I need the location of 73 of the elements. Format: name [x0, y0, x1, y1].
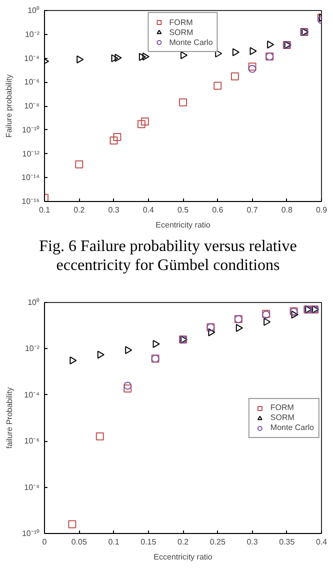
point — [142, 52, 150, 61]
point — [140, 118, 149, 126]
legend-label: Monte Carlo — [270, 422, 314, 432]
y-tick-label: 10⁻⁶ — [24, 436, 40, 446]
point — [124, 382, 132, 390]
point — [111, 54, 118, 62]
x-tick-label: 0.05 — [71, 538, 88, 546]
point — [267, 40, 274, 49]
y-tick-label: 10⁻¹² — [22, 149, 40, 158]
x-tick-label: 0.4 — [142, 206, 154, 214]
legend-label: SORM — [169, 27, 194, 37]
y-tick-label: 10⁻⁶ — [24, 78, 40, 87]
x-tick-label: 0.8 — [281, 206, 293, 214]
point — [110, 136, 118, 144]
point — [208, 328, 216, 336]
point — [124, 384, 132, 392]
point — [264, 318, 271, 326]
point — [125, 346, 132, 354]
y-axis-title: Failure probability — [4, 74, 14, 138]
point — [152, 340, 160, 348]
legend-label: FORM — [169, 17, 193, 27]
y-tick-label: 10⁻¹⁰ — [22, 125, 40, 134]
y-tick-label: 10⁻⁴ — [24, 390, 40, 400]
point — [250, 47, 257, 56]
point — [137, 120, 146, 128]
x-tick-label: 0.3 — [246, 538, 258, 546]
legend-label: FORM — [270, 402, 294, 412]
x-tick-label: 0.9 — [316, 206, 328, 214]
legend-label: SORM — [270, 412, 294, 422]
caption: Fig. 6 Failure probability versus relative eccentricity for Gümbel conditions — [38, 237, 298, 275]
x-axis-title: Ecentricity ratio — [156, 220, 211, 230]
y-tick-label: 10⁻⁸ — [24, 102, 40, 110]
y-tick-label: 10⁻¹⁰ — [22, 529, 40, 538]
x-tick-label: 0.3 — [108, 206, 120, 214]
x-tick-label: 0.35 — [279, 538, 296, 546]
x-tick-label: 0.1 — [108, 538, 120, 546]
point — [138, 52, 146, 61]
y-tick-label: 10⁻¹⁴ — [22, 173, 40, 182]
point — [179, 98, 187, 106]
y-tick-label: 10⁰ — [28, 6, 40, 15]
point — [75, 160, 84, 168]
y-tick-label: 10⁻² — [24, 30, 40, 39]
point — [214, 82, 222, 90]
x-tick-label: 0.7 — [246, 206, 258, 214]
x-tick-label: 0.6 — [212, 206, 224, 214]
point — [236, 324, 243, 332]
point — [68, 520, 76, 528]
x-tick-label: 0.4 — [316, 538, 328, 546]
y-tick-label: 10⁰ — [28, 298, 40, 307]
point — [70, 356, 77, 364]
x-axis-title: Eccentricity ratio — [154, 552, 213, 562]
point — [97, 350, 104, 359]
point — [113, 133, 122, 142]
y-tick-label: 10⁻² — [24, 344, 40, 354]
legend-label: Monte Carlo — [169, 37, 213, 47]
x-tick-label: 0.15 — [140, 538, 157, 546]
point — [291, 310, 298, 319]
point — [76, 55, 84, 64]
point — [180, 51, 188, 60]
x-tick-label: 0 — [42, 538, 48, 546]
x-tick-label: 0.1 — [38, 206, 51, 214]
point — [96, 432, 104, 440]
x-tick-label: 0.2 — [177, 538, 190, 546]
x-tick-label: 0.5 — [177, 206, 190, 214]
x-tick-label: 0.2 — [74, 206, 86, 214]
point — [114, 54, 122, 62]
point — [230, 72, 239, 80]
x-tick-label: 0.25 — [210, 538, 226, 546]
y-tick-label: 10⁻¹⁶ — [22, 197, 40, 206]
y-tick-label: 10⁻⁸ — [24, 482, 40, 492]
point — [232, 48, 240, 56]
y-tick-label: 10⁻⁴ — [24, 54, 40, 63]
y-axis-title: failure Probability — [4, 387, 14, 449]
